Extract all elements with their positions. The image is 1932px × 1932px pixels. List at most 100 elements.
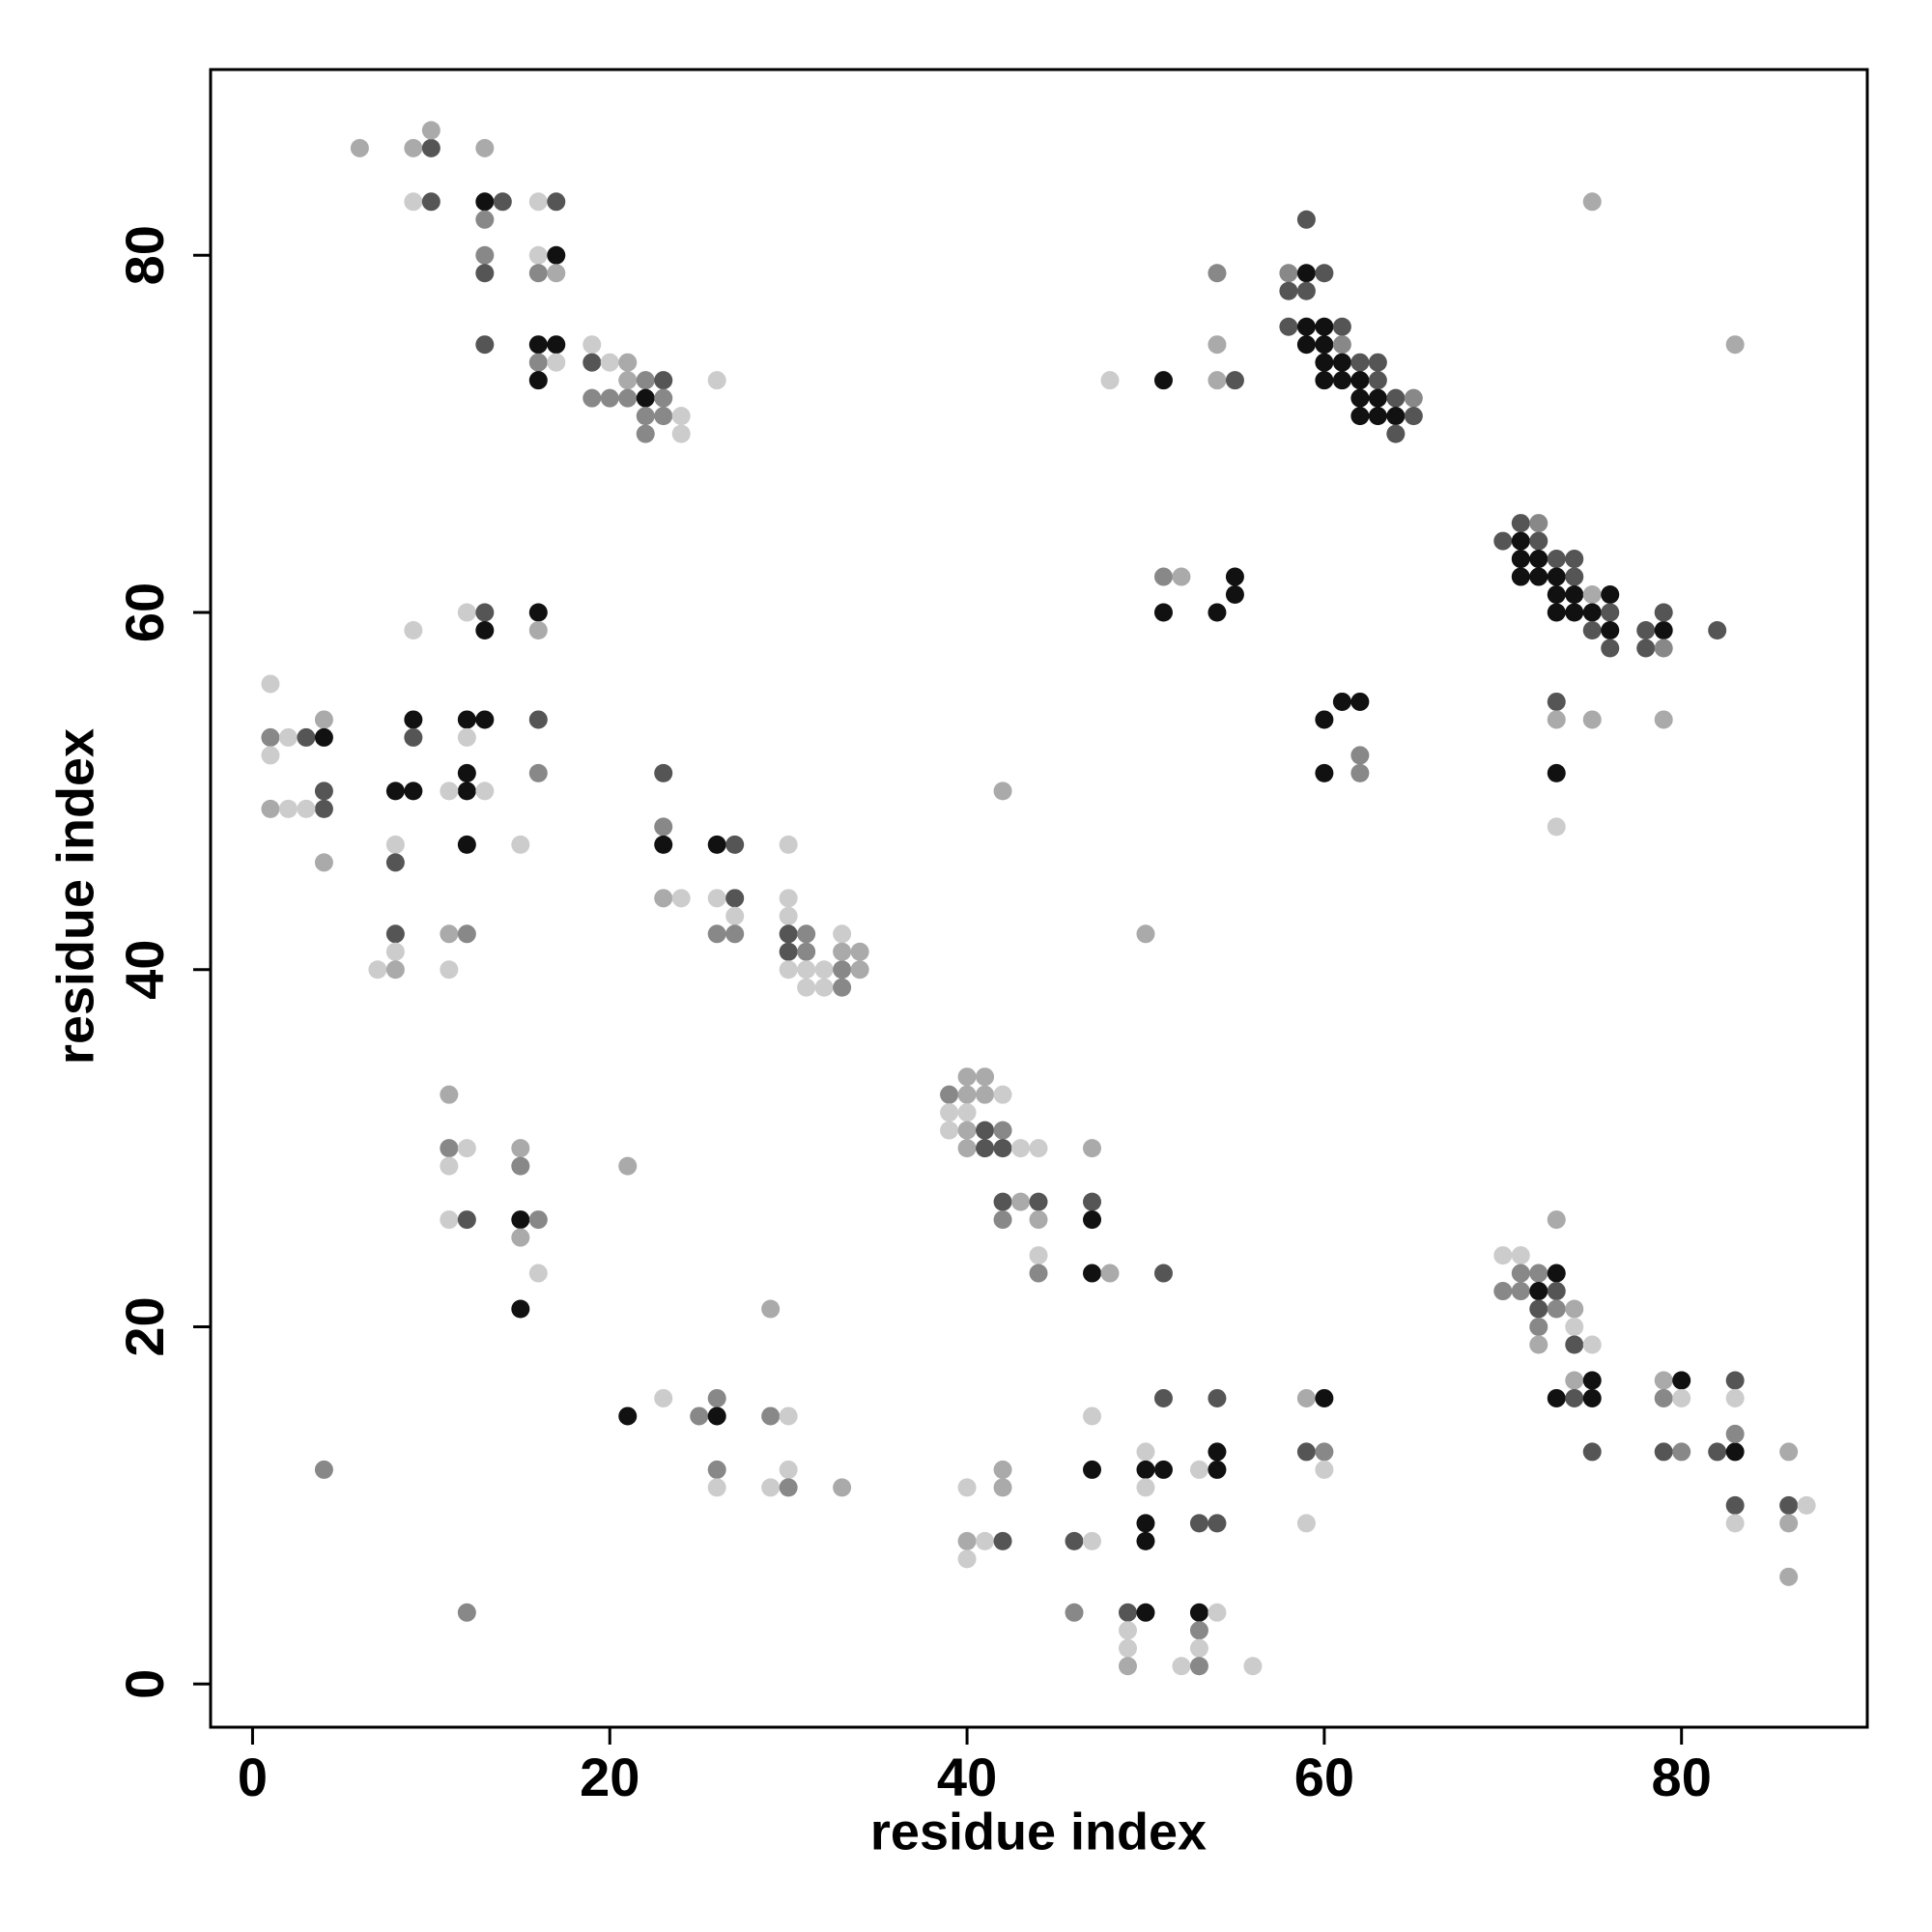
contact-point — [404, 710, 423, 729]
contact-point — [779, 835, 798, 854]
contact-point — [1189, 1460, 1208, 1479]
contact-point — [457, 924, 476, 944]
contact-point — [779, 1406, 798, 1426]
y-tick-label: 0 — [114, 1669, 175, 1699]
contact-point — [1565, 1371, 1584, 1390]
contact-point — [993, 1192, 1012, 1211]
contact-point — [1136, 1460, 1155, 1479]
contact-point — [993, 1531, 1012, 1550]
contact-point — [457, 763, 476, 782]
contact-point — [1725, 1424, 1745, 1443]
contact-point — [779, 889, 798, 908]
contact-point — [850, 960, 869, 980]
contact-point — [1083, 1460, 1102, 1479]
contact-point — [1529, 531, 1548, 551]
contact-point — [582, 335, 602, 355]
contact-point — [1779, 1442, 1799, 1462]
contact-point — [1725, 1388, 1745, 1407]
contact-point — [814, 960, 834, 980]
contact-point — [261, 727, 280, 747]
contact-point — [314, 853, 333, 872]
contact-point — [1315, 317, 1334, 336]
contact-point — [457, 1139, 476, 1158]
contact-point — [1547, 817, 1566, 837]
contact-point — [833, 960, 852, 980]
contact-point — [993, 781, 1012, 801]
contact-point — [261, 746, 280, 765]
contact-point — [475, 192, 495, 212]
contact-point — [475, 335, 495, 355]
contact-point — [1332, 692, 1351, 711]
contact-point — [976, 1067, 995, 1087]
contact-point — [440, 960, 459, 980]
x-tick-label: 20 — [580, 1747, 639, 1807]
contact-point — [1529, 1318, 1548, 1337]
contact-point — [1315, 353, 1334, 372]
contact-point — [1529, 550, 1548, 569]
contact-point — [1136, 924, 1155, 944]
contact-point — [1153, 371, 1173, 390]
contact-point — [1208, 371, 1227, 390]
contact-point — [1083, 1192, 1102, 1211]
contact-point — [261, 674, 280, 694]
contact-point — [1172, 567, 1191, 586]
contact-point — [725, 924, 745, 944]
contact-point — [779, 960, 798, 980]
contact-point — [1172, 1657, 1191, 1676]
contact-point — [1332, 371, 1351, 390]
contact-point — [457, 710, 476, 729]
contact-point — [511, 1139, 530, 1158]
contact-point — [1350, 763, 1370, 782]
contact-point — [1208, 1388, 1227, 1407]
contact-point — [1368, 353, 1387, 372]
x-tick-label: 80 — [1652, 1747, 1712, 1807]
contact-point — [993, 1460, 1012, 1479]
contact-point — [779, 924, 798, 944]
contact-point — [1315, 264, 1334, 283]
contact-point — [404, 138, 423, 157]
contact-point — [993, 1121, 1012, 1140]
contact-point — [385, 781, 405, 801]
contact-point — [1654, 710, 1673, 729]
contact-point — [1029, 1264, 1048, 1283]
contact-point — [1189, 1514, 1208, 1533]
contact-point — [511, 1299, 530, 1319]
contact-point — [707, 924, 726, 944]
y-tick-label: 40 — [114, 940, 175, 1000]
contact-point — [1208, 1442, 1227, 1462]
contact-point — [1136, 1514, 1155, 1533]
contact-point — [1315, 1442, 1334, 1462]
x-tick-label: 60 — [1294, 1747, 1354, 1807]
contact-point — [1565, 1299, 1584, 1319]
y-tick-label: 80 — [114, 225, 175, 285]
contact-point — [440, 1085, 459, 1104]
contact-point — [957, 1139, 977, 1158]
contact-point — [547, 192, 566, 212]
contact-point — [1404, 407, 1423, 426]
contact-point — [511, 1156, 530, 1176]
contact-point — [1725, 1514, 1745, 1533]
contact-point — [1189, 1638, 1208, 1658]
contact-point — [654, 817, 673, 837]
contact-point — [385, 835, 405, 854]
contact-point — [1315, 763, 1334, 782]
contact-point — [457, 835, 476, 854]
contact-point — [1779, 1495, 1799, 1515]
contact-point — [528, 245, 548, 265]
contact-point — [528, 710, 548, 729]
contact-point — [528, 1264, 548, 1283]
contact-point — [1118, 1603, 1137, 1622]
contact-point — [1565, 1335, 1584, 1354]
contact-point — [1011, 1192, 1031, 1211]
contact-point — [1100, 371, 1120, 390]
contact-point — [1136, 1442, 1155, 1462]
contact-point — [1547, 567, 1566, 586]
contact-point — [957, 1103, 977, 1122]
contact-point — [1529, 1264, 1548, 1283]
contact-point — [404, 781, 423, 801]
contact-point — [404, 192, 423, 212]
x-axis-title: residue index — [870, 1803, 1207, 1861]
contact-point — [1725, 335, 1745, 355]
contact-point — [385, 853, 405, 872]
contact-point — [1672, 1442, 1691, 1462]
